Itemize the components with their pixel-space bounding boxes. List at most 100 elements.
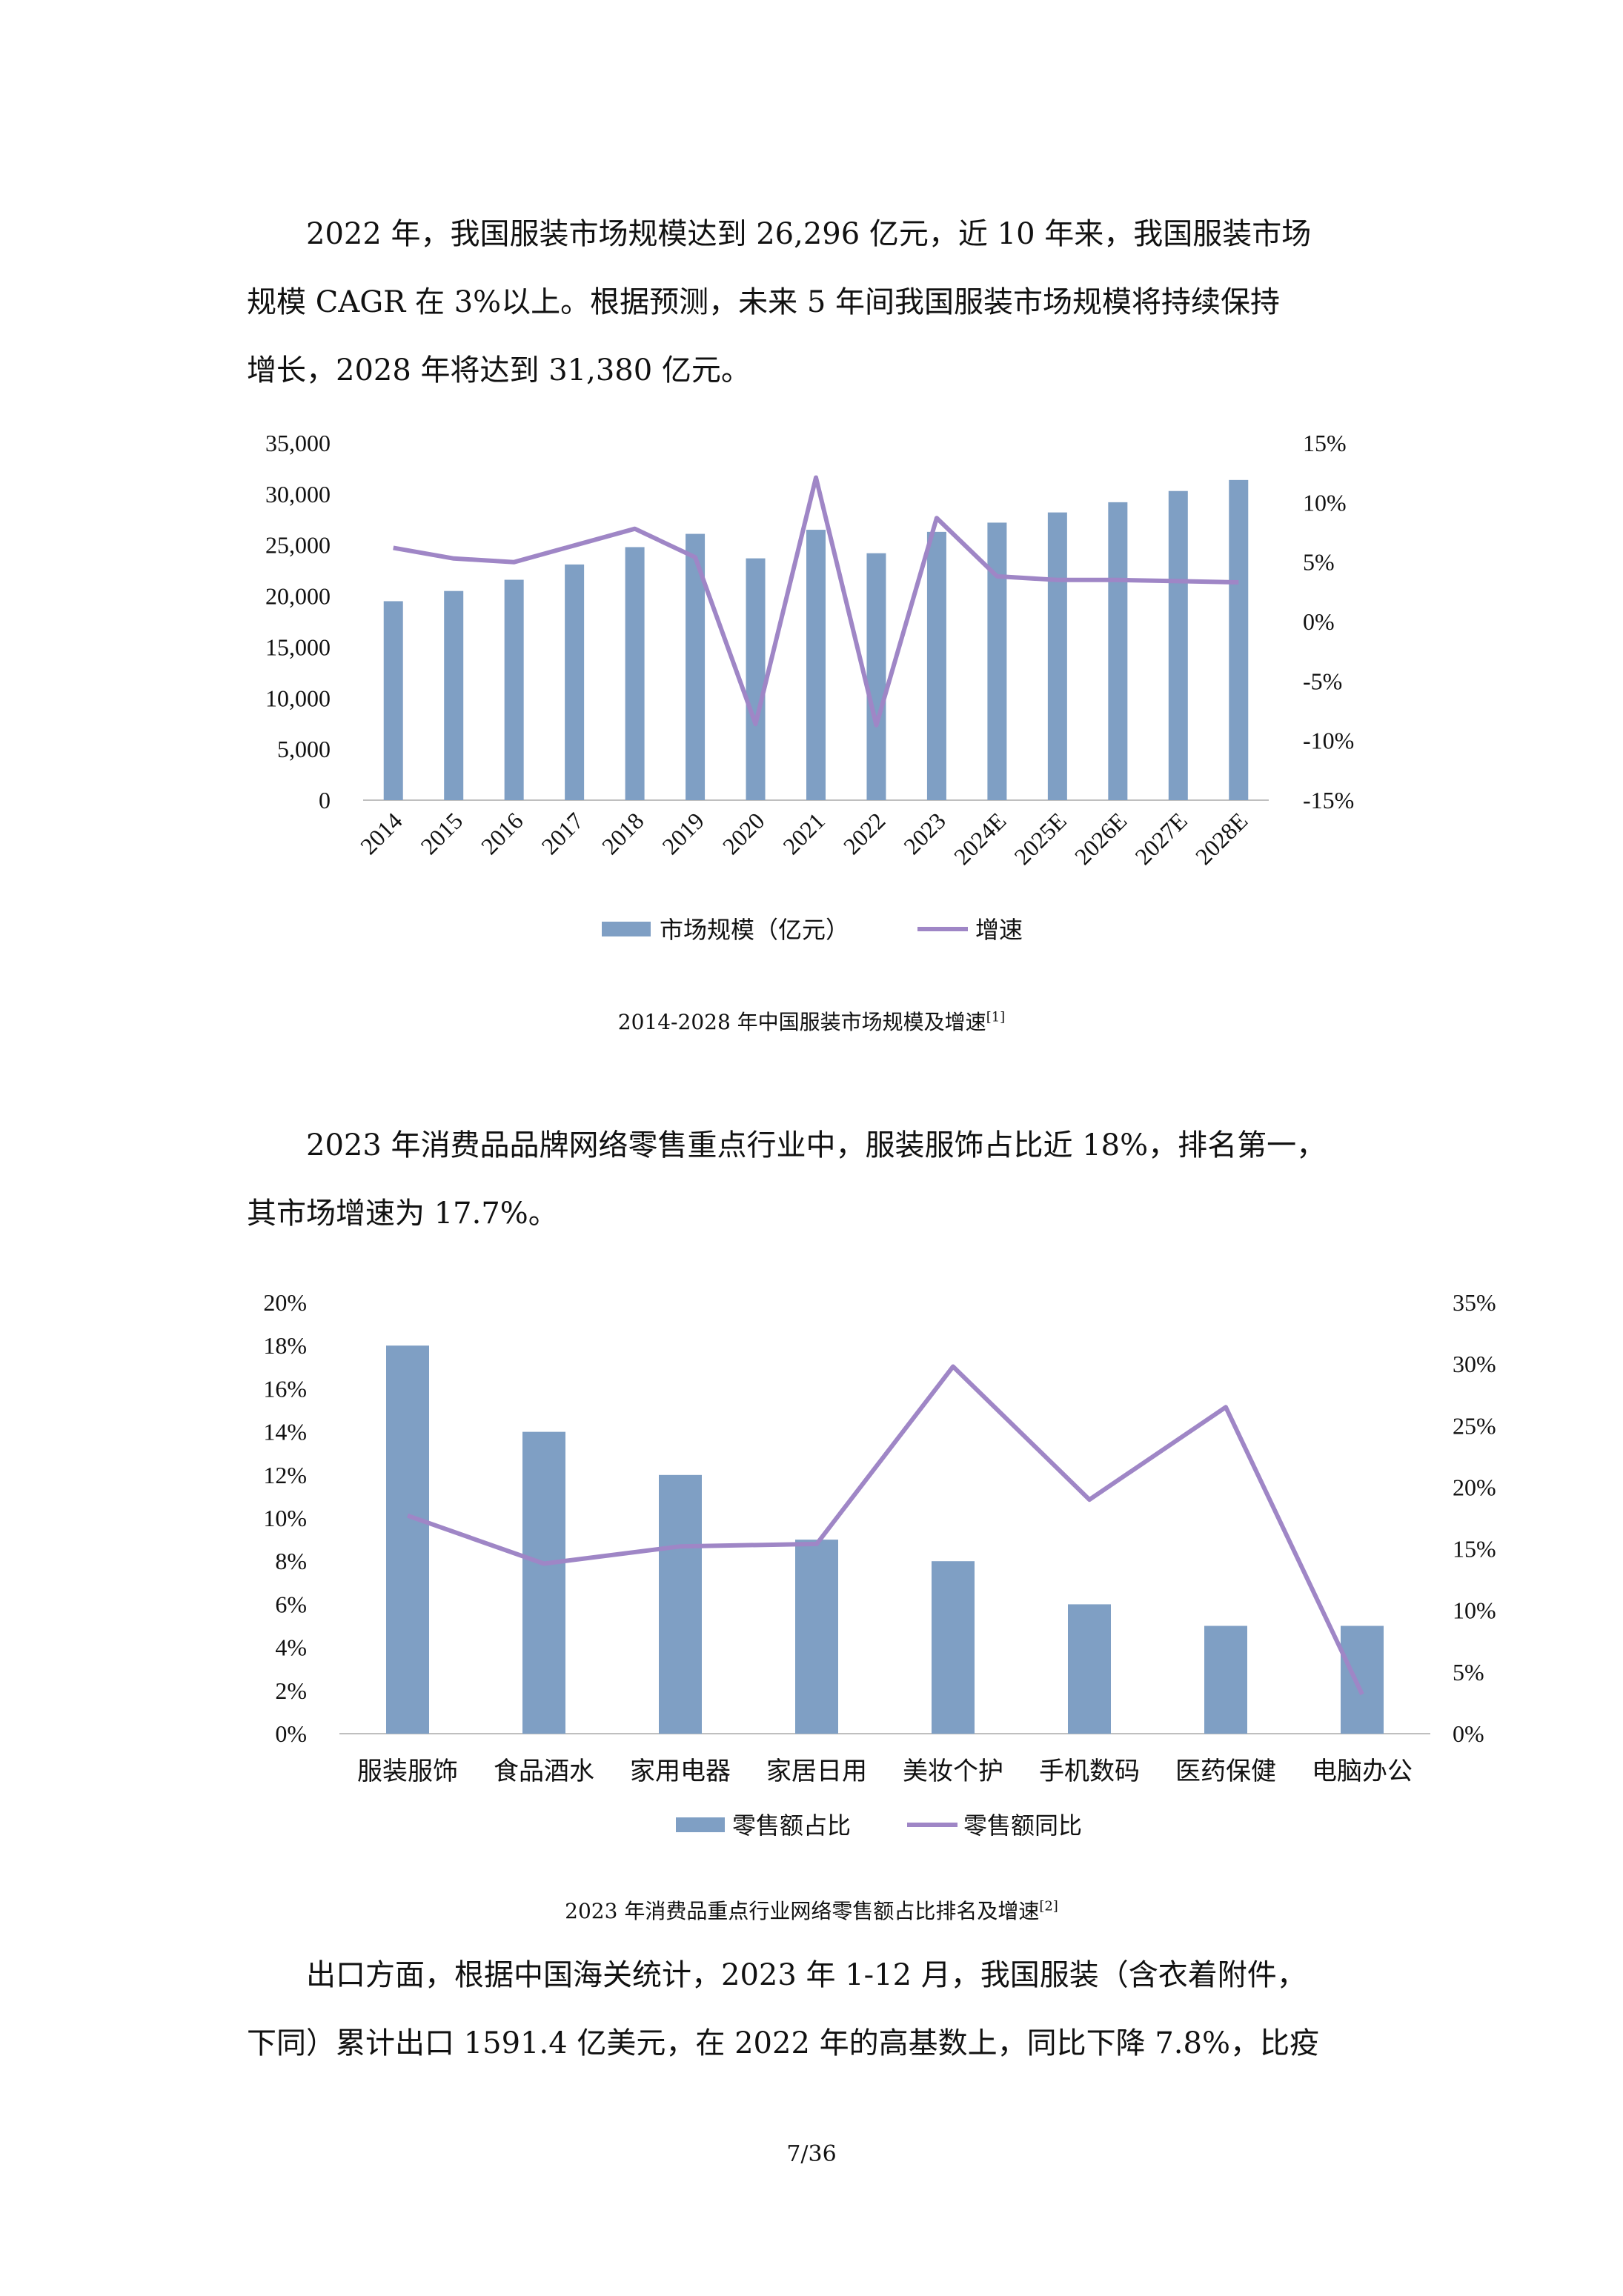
right-tick-label: 5%	[1303, 549, 1335, 576]
left-tick-label: 25,000	[265, 532, 331, 559]
left-tick-label: 5,000	[277, 736, 331, 762]
legend: 市场规模（亿元） 增速	[602, 916, 1023, 943]
bar-2025E	[1047, 512, 1067, 800]
x-tick-label: 2026E	[1069, 807, 1132, 870]
x-tick-label: 手机数码	[1039, 1757, 1140, 1786]
left-tick-label: 15,000	[265, 633, 331, 660]
bar-医药保健	[1204, 1625, 1247, 1734]
bar-电脑办公	[1341, 1625, 1384, 1734]
left-tick-label: 10,000	[265, 685, 331, 711]
x-tick-label: 2017	[536, 807, 588, 859]
x-tick-label: 2020	[717, 807, 770, 859]
legend: 零售额占比 零售额同比	[676, 1812, 1082, 1837]
left-tick-label: 10%	[263, 1505, 307, 1531]
legend-bar-swatch	[602, 922, 651, 936]
left-axis-ticks: 0% 2% 4% 6% 8% 10% 12% 14% 16% 18% 20%	[263, 1289, 307, 1747]
market-size-chart: 0 5,000 10,000 15,000 20,000 25,000 30,000 35,0…	[265, 430, 1354, 943]
bar-2014	[383, 601, 403, 800]
paragraph-market-size: 2022 年，我国服装市场规模达到 26,296 亿元，近 10 年来，我国服装…	[247, 200, 1381, 405]
bar-家居日用	[795, 1540, 838, 1734]
legend-bar-swatch	[676, 1817, 725, 1832]
x-tick-label: 2024E	[949, 807, 1012, 870]
right-axis-ticks: -15% -10% -5% 0% 5% 10% 15%	[1303, 430, 1354, 813]
x-tick-label: 2016	[476, 807, 528, 859]
left-tick-label: 0	[319, 787, 331, 813]
left-tick-label: 14%	[263, 1419, 307, 1445]
left-tick-label: 20,000	[265, 583, 331, 610]
x-tick-label: 2022	[838, 807, 891, 859]
x-axis-labels: 2014 2015 2016 2017 2018 2019 2020 2021 2022 2023…	[355, 807, 1252, 870]
x-tick-label: 2023	[898, 807, 951, 859]
bar-2017	[565, 564, 585, 800]
right-tick-label: 25%	[1453, 1412, 1496, 1439]
paragraph-line: 2022 年，我国服装市场规模达到 26,296 亿元，近 10 年来，我国服装…	[306, 217, 1312, 251]
x-tick-label: 2025E	[1009, 807, 1072, 870]
chart1-caption: 2014-2028 年中国服装市场规模及增速[1]	[617, 1009, 1006, 1034]
bar-服装服饰	[386, 1345, 429, 1734]
x-tick-label: 2028E	[1190, 807, 1253, 870]
legend-line-label: 零售额同比	[963, 1812, 1082, 1837]
bar-2023	[926, 531, 946, 800]
online-retail-chart: 0% 2% 4% 6% 8% 10% 12% 14% 16% 18% 20% 0% 5% 10% 15% 2…	[263, 1289, 1496, 1837]
legend-line-label: 增速	[975, 916, 1023, 943]
yoy-line	[407, 1364, 1364, 1696]
bar-美妆个护	[932, 1561, 975, 1734]
right-tick-label: 15%	[1303, 430, 1347, 456]
bar-series	[386, 1345, 1384, 1734]
legend-bar-label: 市场规模（亿元）	[660, 916, 849, 943]
bar-食品酒水	[522, 1431, 565, 1734]
paragraph-line: 2023 年消费品品牌网络零售重点行业中，服装服饰占比近 18%，排名第一，	[306, 1128, 1327, 1162]
bar-2018	[625, 547, 645, 800]
x-tick-label: 家居日用	[766, 1757, 867, 1786]
bar-2016	[504, 579, 524, 800]
x-tick-label: 电脑办公	[1312, 1757, 1413, 1786]
chart2-caption: 2023 年消费品重点行业网络零售额占比排名及增速[2]	[565, 1898, 1058, 1923]
bar-家用电器	[659, 1474, 702, 1734]
paragraph-line: 其市场增速为 17.7%。	[247, 1197, 558, 1231]
bar-2022	[866, 553, 886, 800]
right-tick-label: -15%	[1303, 787, 1354, 813]
left-tick-label: 8%	[275, 1548, 307, 1574]
legend-bar-label: 零售额占比	[732, 1812, 851, 1837]
x-tick-label: 食品酒水	[494, 1757, 594, 1786]
left-tick-label: 30,000	[265, 481, 331, 508]
bar-2028E	[1229, 479, 1249, 800]
paragraph-line: 下同）累计出口 1591.4 亿美元，在 2022 年的高基数上，同比下降 7.…	[247, 2026, 1319, 2060]
left-tick-label: 12%	[263, 1462, 307, 1488]
right-tick-label: 20%	[1453, 1474, 1496, 1500]
right-tick-label: 0%	[1303, 608, 1335, 635]
bar-2027E	[1168, 490, 1188, 800]
paragraph-line: 出口方面，根据中国海关统计，2023 年 1-12 月，我国服装（含衣着附件，	[306, 1958, 1307, 1992]
x-tick-label: 2021	[777, 807, 830, 859]
bar-2015	[444, 590, 464, 800]
left-tick-label: 2%	[275, 1677, 307, 1704]
right-tick-label: 10%	[1453, 1597, 1496, 1624]
paragraph-line: 增长，2028 年将达到 31,380 亿元。	[247, 353, 751, 387]
left-tick-label: 35,000	[265, 430, 331, 456]
paragraph-line: 规模 CAGR 在 3%以上。根据预测，未来 5 年间我国服装市场规模将持续保持	[247, 285, 1281, 319]
page-number: 7/36	[786, 2141, 837, 2167]
x-tick-label: 2014	[355, 807, 408, 859]
bar-series	[383, 479, 1249, 800]
paragraph-export: 出口方面，根据中国海关统计，2023 年 1-12 月，我国服装（含衣着附件， …	[247, 1941, 1381, 2077]
bar-2021	[806, 530, 826, 800]
left-tick-label: 20%	[263, 1289, 307, 1316]
right-tick-label: 0%	[1453, 1720, 1484, 1747]
x-tick-label: 2027E	[1129, 807, 1192, 870]
paragraph-online-retail: 2023 年消费品品牌网络零售重点行业中，服装服饰占比近 18%，排名第一， 其…	[247, 1111, 1381, 1248]
bar-2024E	[987, 522, 1007, 800]
right-tick-label: 10%	[1303, 489, 1347, 516]
right-tick-label: 30%	[1453, 1351, 1496, 1377]
x-axis-labels: 服装服饰 食品酒水 家用电器 家居日用 美妆个护 手机数码 医药保健 电脑办公	[357, 1757, 1413, 1786]
right-tick-label: 5%	[1453, 1659, 1484, 1686]
x-tick-label: 家用电器	[630, 1757, 731, 1786]
x-tick-label: 医药保健	[1175, 1757, 1276, 1786]
right-tick-label: -5%	[1303, 668, 1342, 694]
x-tick-label: 服装服饰	[357, 1757, 458, 1786]
left-tick-label: 4%	[275, 1634, 307, 1661]
bar-手机数码	[1068, 1604, 1111, 1734]
left-tick-label: 16%	[263, 1375, 307, 1402]
right-tick-label: 15%	[1453, 1536, 1496, 1563]
left-tick-label: 6%	[275, 1591, 307, 1617]
bar-2026E	[1108, 502, 1128, 800]
